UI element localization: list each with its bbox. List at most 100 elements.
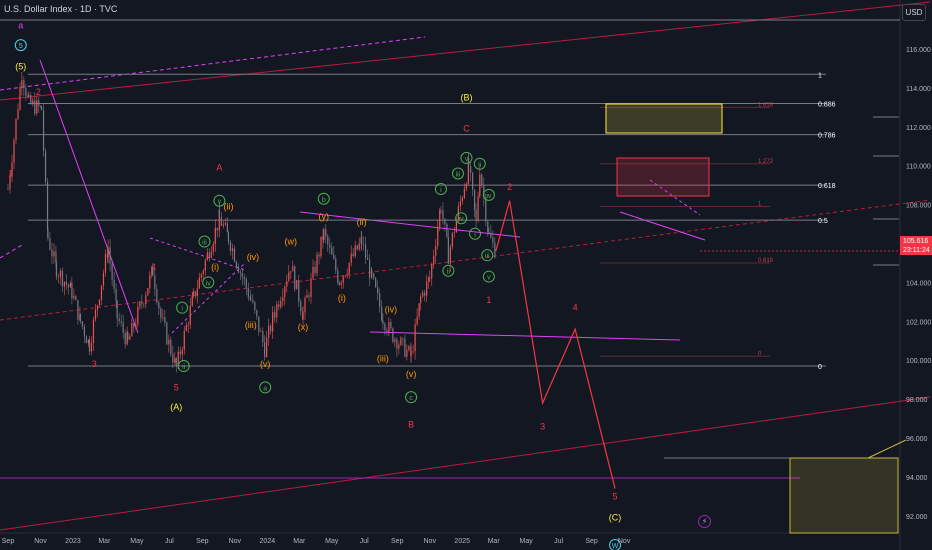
candle-body <box>226 223 229 233</box>
candle-body <box>451 233 453 247</box>
candle-body <box>152 266 154 276</box>
upper-dashed-trendline[interactable] <box>0 36 426 91</box>
candle-body <box>75 296 77 301</box>
candle-body <box>494 242 496 258</box>
candle-body <box>96 305 99 310</box>
candle-body <box>288 272 290 282</box>
candle-body <box>214 227 216 245</box>
time-tick-label: Jul <box>360 538 369 545</box>
candle-body <box>216 227 218 231</box>
candle-body <box>113 279 115 289</box>
candle-body <box>410 351 412 356</box>
candle-body <box>151 266 153 276</box>
fib-level-label: 0 <box>818 364 822 371</box>
lower-channel-line[interactable] <box>0 396 931 531</box>
fib-extension-label: 1.618 <box>758 102 774 108</box>
candle-body <box>292 266 294 272</box>
candle-body <box>47 229 49 239</box>
candle-body <box>429 277 431 279</box>
wave-label-circle <box>460 151 473 164</box>
b-target-zone-box[interactable] <box>605 103 723 134</box>
candle-body <box>379 293 381 307</box>
price-tick-label: 112.000 <box>906 125 931 132</box>
projected-wave-path[interactable] <box>495 200 616 489</box>
candle-body <box>424 292 426 296</box>
projection-path[interactable] <box>495 200 616 489</box>
candle-body <box>250 299 252 300</box>
candle-body <box>9 176 11 190</box>
candle-body <box>352 253 354 257</box>
candle-body <box>366 257 369 260</box>
candle-body <box>69 283 72 288</box>
wave-label: iv <box>459 216 465 223</box>
currency-button[interactable]: USD <box>902 4 926 21</box>
candle-body <box>437 227 439 246</box>
fib-level-label: 0.618 <box>818 183 836 190</box>
target-zone-trend[interactable] <box>867 439 907 459</box>
wave-label: (ii) <box>223 202 233 212</box>
candle-body <box>44 151 47 182</box>
candle-body <box>485 197 487 222</box>
candle-body <box>32 100 34 104</box>
candle-body <box>30 94 32 104</box>
candle-body <box>36 100 38 114</box>
mid-channel-line[interactable] <box>0 199 931 321</box>
symbol-title[interactable]: U.S. Dollar Index · 1D · TVC <box>4 4 118 14</box>
b-wave-upper-line[interactable] <box>299 211 521 238</box>
wave-label: (y) <box>319 211 330 221</box>
wave-label: 4 <box>573 303 578 313</box>
candle-body <box>61 270 64 287</box>
candle-body <box>474 189 476 210</box>
lightning-icon[interactable]: ⚡ <box>698 515 711 528</box>
candle-body <box>21 80 23 87</box>
candle-body <box>229 242 232 252</box>
candle-body <box>268 325 270 338</box>
wave-label-circle <box>442 264 455 277</box>
candle-body <box>55 262 58 278</box>
candle-body <box>470 166 472 173</box>
candle-body <box>412 351 414 352</box>
candle-body <box>212 244 214 252</box>
drawing-objects[interactable]: 1 0.886 0.786 0.618 0.5 0 1.618 1.272 1 0.618 0 <box>0 1 931 534</box>
candle-body <box>55 251 57 263</box>
candle-body <box>210 251 212 258</box>
wave-label: 2 <box>507 182 512 192</box>
candle-body <box>160 308 162 318</box>
time-axis[interactable]: Sep Nov 2023 Mar May Jul Sep Nov 2024 Mar May Jul Se… <box>2 538 631 545</box>
wave-label: B <box>408 419 414 429</box>
candle-body <box>46 181 49 230</box>
candle-body <box>127 332 129 340</box>
candle-body <box>331 247 333 255</box>
price-tick-label: 94.000 <box>906 475 928 482</box>
candle-body <box>465 183 467 189</box>
time-tick-label: Jul <box>165 538 174 545</box>
wave-label: v <box>465 156 469 163</box>
candle-body <box>98 299 101 306</box>
b-wave-lower-line[interactable] <box>369 331 681 341</box>
fib-extension-label: 1.272 <box>758 159 774 165</box>
triangle-lower-line[interactable] <box>171 262 246 334</box>
wave-label: (v) <box>260 359 271 369</box>
wave-label-circle <box>405 391 418 404</box>
candle-body <box>308 295 310 297</box>
wave-label: a <box>263 385 267 392</box>
candle-body <box>149 275 151 289</box>
ending-diagonal-top[interactable] <box>649 179 701 216</box>
triangle-upper-line[interactable] <box>149 237 246 271</box>
candle-body <box>133 323 135 328</box>
candle-body <box>23 80 25 88</box>
candle-body <box>382 320 384 324</box>
wave-label-circle <box>202 276 215 289</box>
ending-diagonal-line[interactable] <box>619 211 706 241</box>
c-target-zone-box[interactable] <box>616 157 710 197</box>
candle-body <box>174 358 176 363</box>
wave-label: W <box>612 543 619 550</box>
left-dashed-trendline[interactable] <box>0 244 23 259</box>
final-target-zone-box[interactable] <box>789 457 899 534</box>
wave3-trendline[interactable] <box>39 59 139 334</box>
wave-label: A <box>216 163 222 173</box>
wave-label: 4 <box>151 262 156 272</box>
upper-channel-line[interactable] <box>0 1 931 101</box>
wave-label: v <box>218 199 222 206</box>
